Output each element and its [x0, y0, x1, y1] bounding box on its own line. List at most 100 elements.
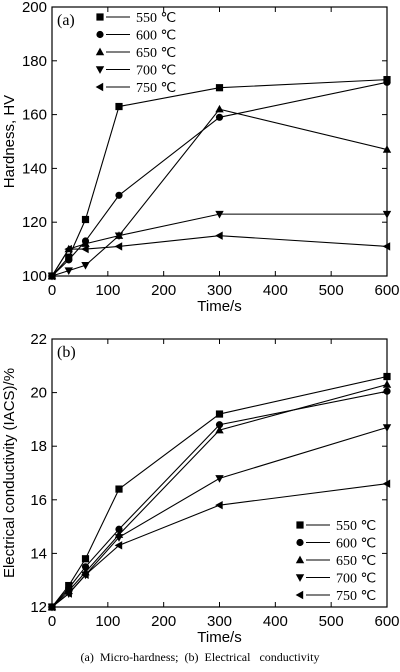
legend-marker [96, 13, 104, 21]
data-point [382, 380, 392, 388]
data-point [47, 602, 56, 612]
data-point [215, 84, 224, 92]
x-tick-label: 500 [319, 613, 344, 630]
data-point [382, 424, 392, 432]
y-tick-label: 18 [30, 438, 47, 455]
data-point [215, 113, 224, 121]
hardness-chart: 0 100 200 300 400 500 600100120140160180200Tim… [1, 0, 400, 315]
data-point [114, 242, 123, 251]
x-tick-label: 600 [374, 282, 399, 299]
legend-marker [95, 82, 104, 92]
x-tick-label: 200 [151, 613, 176, 630]
legend: 550 ℃ 600 ℃ 650 ℃ 700 ℃ 750 ℃ [95, 11, 176, 96]
x-tick-label: 500 [319, 282, 344, 299]
data-point [383, 372, 391, 381]
data-point [115, 525, 123, 533]
data-point [215, 410, 224, 418]
x-tick-label: 300 [207, 613, 232, 630]
legend-marker [295, 590, 304, 600]
y-tick-label: 160 [22, 107, 47, 124]
legend-label: 750 ℃ [136, 81, 176, 96]
data-point [383, 78, 391, 86]
data-point [215, 231, 223, 240]
data-point [81, 563, 90, 571]
data-point [215, 104, 224, 113]
data-point [81, 262, 90, 270]
legend-marker [296, 521, 304, 529]
data-point [65, 256, 73, 264]
y-axis-label: Electrical conductivity (IACS)/% [1, 368, 18, 578]
legend-marker [296, 538, 304, 547]
series-triangle-left [47, 231, 391, 281]
legend-marker [95, 47, 105, 56]
data-point [215, 210, 224, 219]
y-tick-label: 120 [22, 214, 47, 231]
data-point [81, 239, 90, 247]
legend-marker [295, 574, 305, 582]
x-tick-label: 100 [95, 282, 120, 299]
x-tick-label: 400 [263, 613, 288, 630]
series-line [51, 483, 388, 608]
legend-marker [95, 66, 105, 74]
data-point [114, 534, 124, 542]
x-tick-label: 0 [48, 282, 56, 299]
data-point [64, 244, 72, 254]
data-point [382, 210, 392, 219]
data-point [383, 387, 391, 395]
series-line [51, 81, 388, 277]
x-tick-label: 200 [151, 282, 176, 299]
y-tick-label: 20 [30, 385, 47, 402]
data-point [115, 485, 123, 493]
data-point [81, 570, 89, 580]
data-point [115, 191, 123, 199]
y-tick-label: 180 [22, 53, 47, 70]
data-point [114, 232, 124, 241]
data-point [114, 541, 123, 550]
legend-label: 700 ℃ [136, 64, 176, 79]
data-point [215, 500, 223, 510]
data-point [215, 475, 224, 483]
y-tick-label: 100 [22, 268, 47, 285]
data-point [47, 271, 56, 281]
series-circle [48, 78, 391, 280]
y-tick-label: 12 [30, 599, 47, 616]
panel-label: (b) [57, 344, 76, 361]
x-tick-label: 600 [374, 613, 399, 630]
data-point [81, 555, 90, 563]
y-tick-label: 14 [30, 545, 47, 562]
legend-label: 550 ℃ [336, 519, 376, 534]
data-point [81, 215, 90, 224]
data-point [81, 244, 89, 254]
series-triangle-left [47, 479, 391, 612]
series-line [51, 213, 387, 277]
y-tick-label: 22 [30, 331, 47, 348]
legend-label: 600 ℃ [136, 29, 176, 44]
legend-label: 750 ℃ [336, 589, 376, 604]
data-point [382, 479, 391, 488]
legend-label: 700 ℃ [336, 572, 376, 587]
y-tick-label: 16 [30, 492, 47, 509]
data-point [382, 145, 392, 153]
x-axis-label: Time/s [197, 298, 241, 315]
x-axis-label: Time/s [197, 629, 241, 645]
data-point [382, 242, 391, 251]
data-point [64, 267, 73, 276]
series-line [51, 235, 388, 277]
legend-label: 650 ℃ [336, 554, 376, 569]
legend: 550 ℃ 600 ℃ 650 ℃ 700 ℃ 750 ℃ [295, 519, 376, 604]
figure-caption: (a) Micro-hardness; (b) Electrical condu… [80, 650, 320, 664]
x-tick-label: 300 [207, 282, 232, 299]
y-tick-label: 140 [22, 160, 47, 177]
x-tick-label: 400 [263, 282, 288, 299]
data-point [215, 421, 224, 429]
legend-label: 550 ℃ [136, 11, 176, 26]
y-axis-label: Hardness, HV [1, 95, 18, 188]
x-tick-label: 100 [95, 613, 120, 630]
legend-marker [295, 555, 305, 564]
data-point [64, 589, 72, 598]
panel-label: (a) [57, 12, 75, 29]
data-point [115, 102, 123, 111]
x-tick-label: 0 [48, 613, 56, 630]
conductivity-chart: 0 100 200 300 400 500 600 12 14 16 18 20 22 Time/s Ele… [1, 331, 400, 645]
legend-label: 600 ℃ [336, 537, 376, 552]
